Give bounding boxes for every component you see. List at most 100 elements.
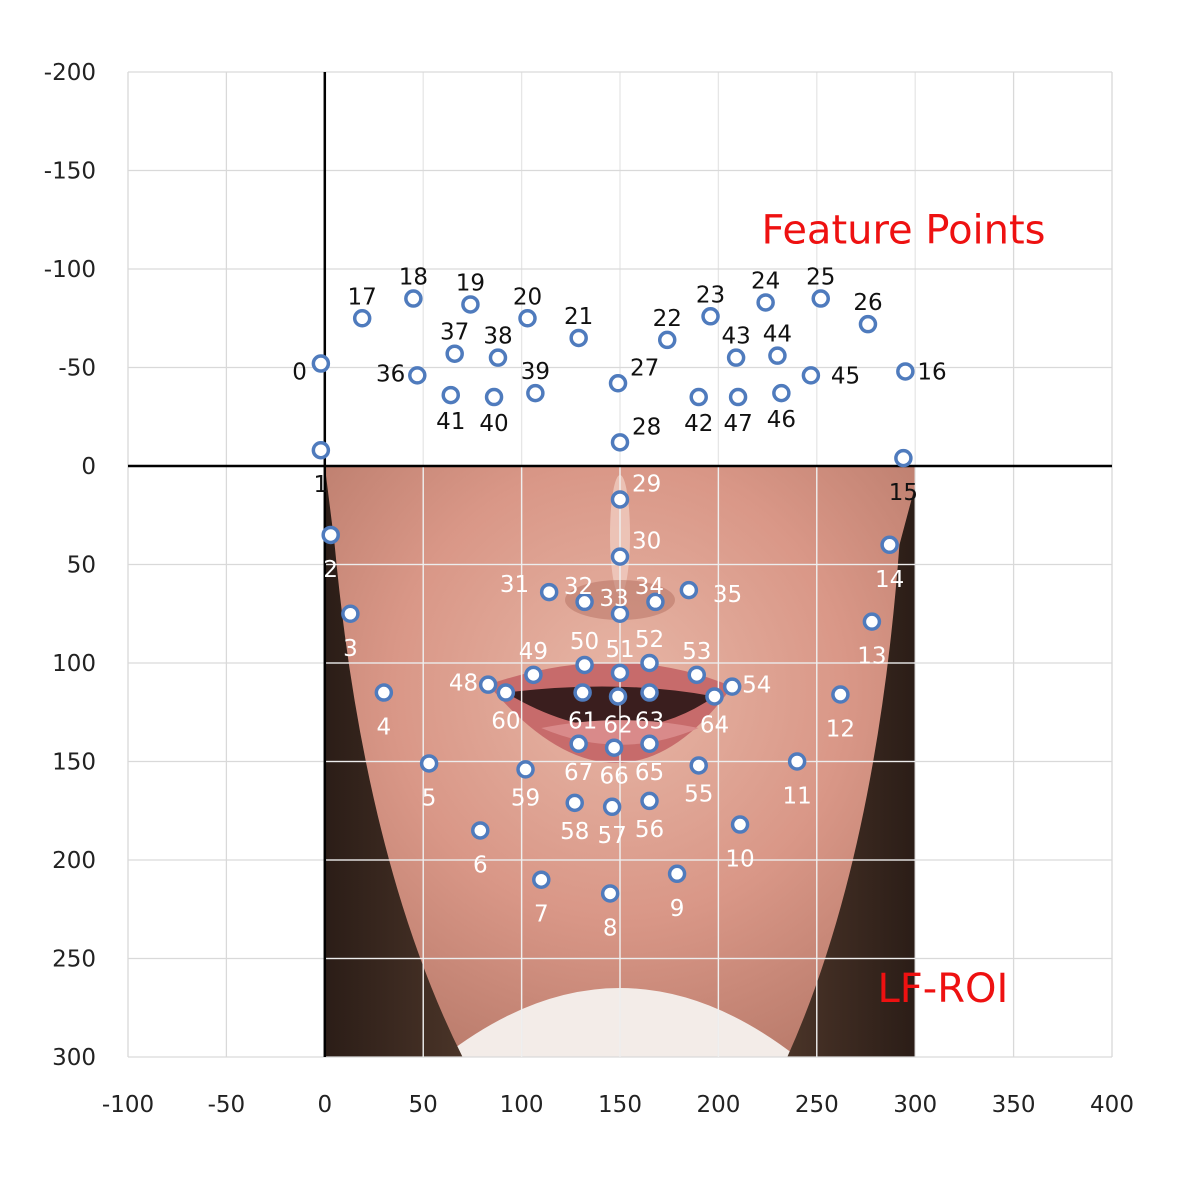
x-tick-label: 300 [893,1092,937,1118]
feature-point-label: 7 [534,902,549,928]
feature-point-label: 15 [889,480,918,506]
feature-point-label: 52 [635,627,664,653]
feature-point-label: 24 [751,268,780,294]
x-tick-label: -100 [102,1092,154,1118]
y-tick-label: 50 [67,553,96,579]
feature-point [600,884,620,903]
y-tick-label: -50 [58,356,96,382]
feature-point [569,328,588,348]
feature-point-label: 25 [806,265,835,291]
y-tick-label: 150 [52,750,96,776]
feature-point-label: 64 [700,712,729,738]
feature-point [801,366,821,385]
x-tick-label: 150 [598,1092,642,1118]
feature-point [419,754,439,773]
x-tick-labels: -100 -50 0 50 100 150 200 250 300 350 400 [102,1092,1134,1118]
feature-point-label: 57 [597,823,626,849]
feature-point-label: 14 [875,567,904,593]
y-tick-label: 100 [52,651,96,677]
feature-point [722,677,742,696]
feature-point-label: 12 [826,717,855,743]
feature-point [484,387,504,407]
feature-point [608,374,628,393]
feature-point-label: 49 [519,639,548,665]
feature-point [689,387,708,407]
feature-point-label: 36 [376,361,405,387]
feature-point [471,821,490,840]
feature-point [478,675,498,694]
feature-point [496,683,516,702]
y-tick-label: -100 [44,257,96,283]
feature-point-label: 67 [564,760,593,786]
feature-point-label: 45 [831,363,860,389]
x-tick-label: 250 [795,1092,839,1118]
feature-point-label: 60 [491,709,520,735]
feature-point [610,490,630,509]
feature-point [441,385,461,405]
feature-point-label: 48 [449,671,478,697]
feature-point-label: 0 [292,360,307,386]
feature-point-label: 50 [570,629,599,655]
feature-point-label: 33 [599,586,628,612]
feature-point [640,734,659,754]
feature-point [862,612,882,631]
y-tick-labels: -200 -150 -100 -50 0 50 100 150 200 250 300 [44,60,96,1071]
feature-point [610,433,630,452]
annotation-label: Feature Points [762,208,1046,254]
feature-point [532,870,551,889]
feature-point-label: 28 [632,414,661,440]
feature-point-label: 46 [767,407,796,433]
feature-point-label: 16 [917,359,946,385]
feature-point [374,683,394,702]
feature-point-label: 32 [564,574,593,600]
feature-point [610,604,630,623]
feature-point-label: 21 [564,304,593,330]
feature-point [518,309,537,328]
feature-point [768,346,787,365]
feature-point [894,448,913,468]
mouth-opening [505,686,715,729]
feature-point-label: 5 [422,785,437,811]
feature-point [772,383,791,403]
hair-left [324,466,463,1057]
feature-point-label: 6 [473,852,488,878]
feature-point-label: 27 [630,355,659,381]
feature-point [321,525,340,545]
feature-point [604,738,624,757]
hair-right [787,485,916,1057]
feature-point [602,797,622,817]
y-tick-label: 300 [52,1045,96,1071]
feature-point-label: 62 [603,712,632,738]
feature-point [569,734,588,754]
feature-point-label: 63 [635,709,664,735]
feature-point-label: 65 [635,760,664,786]
feature-point-label: 59 [511,785,540,811]
feature-point-label: 30 [632,529,661,555]
feature-point [705,687,724,706]
feature-point [341,604,360,623]
feature-point-label: 37 [440,320,469,346]
feature-point-label: 29 [632,471,661,497]
feature-point-label: 10 [725,847,754,873]
feature-point-label: 55 [684,781,713,807]
annotation-label: LF-ROI [877,966,1008,1012]
feature-point-label: 1 [314,472,329,498]
feature-point-label: 9 [670,896,685,922]
feature-point [539,582,559,602]
feature-point-label: 26 [853,290,882,316]
feature-point [408,366,427,385]
feature-point [352,309,372,328]
x-tick-label: 50 [409,1092,438,1118]
feature-point-label: 38 [483,324,512,350]
feature-point [646,592,665,612]
feature-point-label: 54 [742,673,771,699]
feature-point-label: 41 [436,409,465,435]
feature-point-label: 13 [857,644,886,670]
feature-point-label: 35 [713,582,742,608]
feature-point-label: 42 [684,411,713,437]
feature-point-label: 51 [605,637,634,663]
feature-point-label: 53 [682,639,711,665]
feature-point-label: 4 [377,715,392,741]
x-tick-label: 100 [500,1092,544,1118]
